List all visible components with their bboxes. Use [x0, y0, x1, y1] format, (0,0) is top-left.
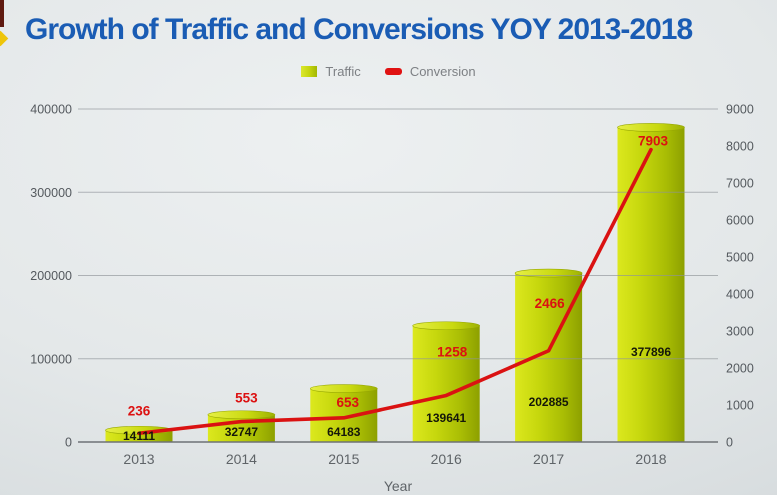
- right-axis-tick-2000: 2000: [726, 362, 754, 376]
- bar-value-label-2013: 14111: [123, 429, 155, 443]
- conversion-value-label-2015: 653: [337, 395, 360, 410]
- right-axis-tick-7000: 7000: [726, 177, 754, 191]
- left-axis-tick-0: 0: [65, 436, 72, 450]
- conversion-value-label-2017: 2466: [535, 296, 566, 311]
- right-axis-tick-1000: 1000: [726, 399, 754, 413]
- x-axis-title: Year: [384, 478, 413, 494]
- x-axis-label-2013: 2013: [123, 451, 154, 467]
- bar-top-2016: [412, 321, 481, 331]
- bar-value-label-2017: 202885: [529, 395, 569, 409]
- bar-value-label-2016: 139641: [426, 411, 466, 425]
- conversion-value-label-2018: 7903: [638, 134, 669, 149]
- bar-top-2014: [207, 410, 276, 420]
- conversion-value-label-2013: 236: [128, 403, 151, 418]
- left-axis-tick-100000: 100000: [30, 352, 72, 366]
- right-axis-tick-6000: 6000: [726, 214, 754, 228]
- right-axis-tick-3000: 3000: [726, 325, 754, 339]
- x-axis-label-2018: 2018: [635, 451, 666, 467]
- bar-2018: [617, 127, 685, 442]
- bar-value-label-2018: 377896: [631, 345, 671, 359]
- traffic-legend-label: Traffic: [325, 64, 361, 79]
- left-axis-tick-300000: 300000: [30, 186, 72, 200]
- x-axis-label-2015: 2015: [328, 451, 359, 467]
- conversion-line: [137, 147, 653, 436]
- right-axis-tick-0: 0: [726, 436, 733, 450]
- x-axis-label-2014: 2014: [226, 451, 257, 467]
- conversion-legend-swatch-icon: [384, 68, 402, 75]
- x-axis-label-2017: 2017: [533, 451, 564, 467]
- right-axis-tick-8000: 8000: [726, 140, 754, 154]
- left-axis-tick-200000: 200000: [30, 269, 72, 283]
- conversion-legend-label: Conversion: [409, 64, 476, 79]
- x-axis-label-2016: 2016: [431, 451, 462, 467]
- traffic-legend-swatch-icon: [301, 66, 318, 77]
- conversion-value-label-2016: 1258: [437, 344, 468, 359]
- bar-value-label-2014: 32747: [225, 425, 259, 439]
- bar-2013: [105, 430, 173, 442]
- right-axis-tick-5000: 5000: [726, 251, 754, 265]
- bar-top-2015: [309, 384, 378, 393]
- bar-2015: [310, 388, 378, 442]
- slide-edge-artifact: [0, 0, 4, 27]
- left-axis-tick-400000: 400000: [30, 103, 72, 117]
- bar-2017: [515, 273, 583, 442]
- conversion-value-label-2014: 553: [235, 391, 258, 406]
- right-axis-tick-4000: 4000: [726, 288, 754, 302]
- bar-value-label-2015: 64183: [327, 425, 361, 439]
- bar-top-2018: [617, 123, 685, 132]
- page-title: Growth of Traffic and Conversions YOY 20…: [25, 13, 693, 46]
- right-axis-tick-9000: 9000: [726, 103, 754, 117]
- chart-legend: Traffic Conversion: [0, 64, 777, 79]
